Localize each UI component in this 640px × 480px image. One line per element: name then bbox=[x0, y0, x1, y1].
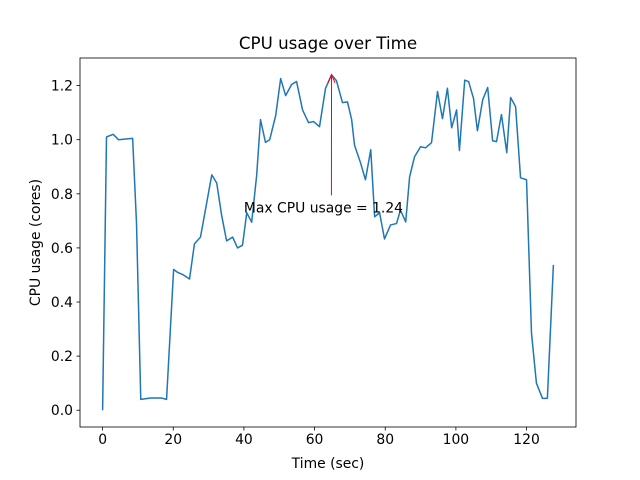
annotation-text: Max CPU usage = 1.24 bbox=[244, 200, 403, 216]
y-tick-label: 0.2 bbox=[51, 349, 73, 365]
y-tick-label: 1.0 bbox=[51, 133, 73, 149]
x-tick-label: 100 bbox=[443, 432, 470, 448]
chart-title: CPU usage over Time bbox=[239, 33, 417, 53]
data-line bbox=[101, 74, 555, 411]
x-tick-label: 120 bbox=[513, 432, 540, 448]
x-tick-label: 40 bbox=[235, 432, 253, 448]
y-tick-label: 1.2 bbox=[51, 79, 73, 95]
y-tick-label: 0.6 bbox=[51, 241, 73, 257]
x-tick-label: 80 bbox=[376, 432, 394, 448]
annotation-arrowhead bbox=[327, 73, 336, 83]
plot-frame bbox=[79, 57, 577, 428]
x-tick-label: 60 bbox=[306, 432, 324, 448]
y-tick-label: 0.8 bbox=[51, 187, 73, 203]
y-axis-label: CPU usage (cores) bbox=[28, 179, 44, 306]
y-tick-label: 0.4 bbox=[51, 295, 73, 311]
x-tick-label: 0 bbox=[98, 432, 107, 448]
x-axis-label: Time (sec) bbox=[291, 456, 365, 472]
x-tick-label: 20 bbox=[164, 432, 182, 448]
y-tick-label: 0.0 bbox=[51, 403, 73, 419]
